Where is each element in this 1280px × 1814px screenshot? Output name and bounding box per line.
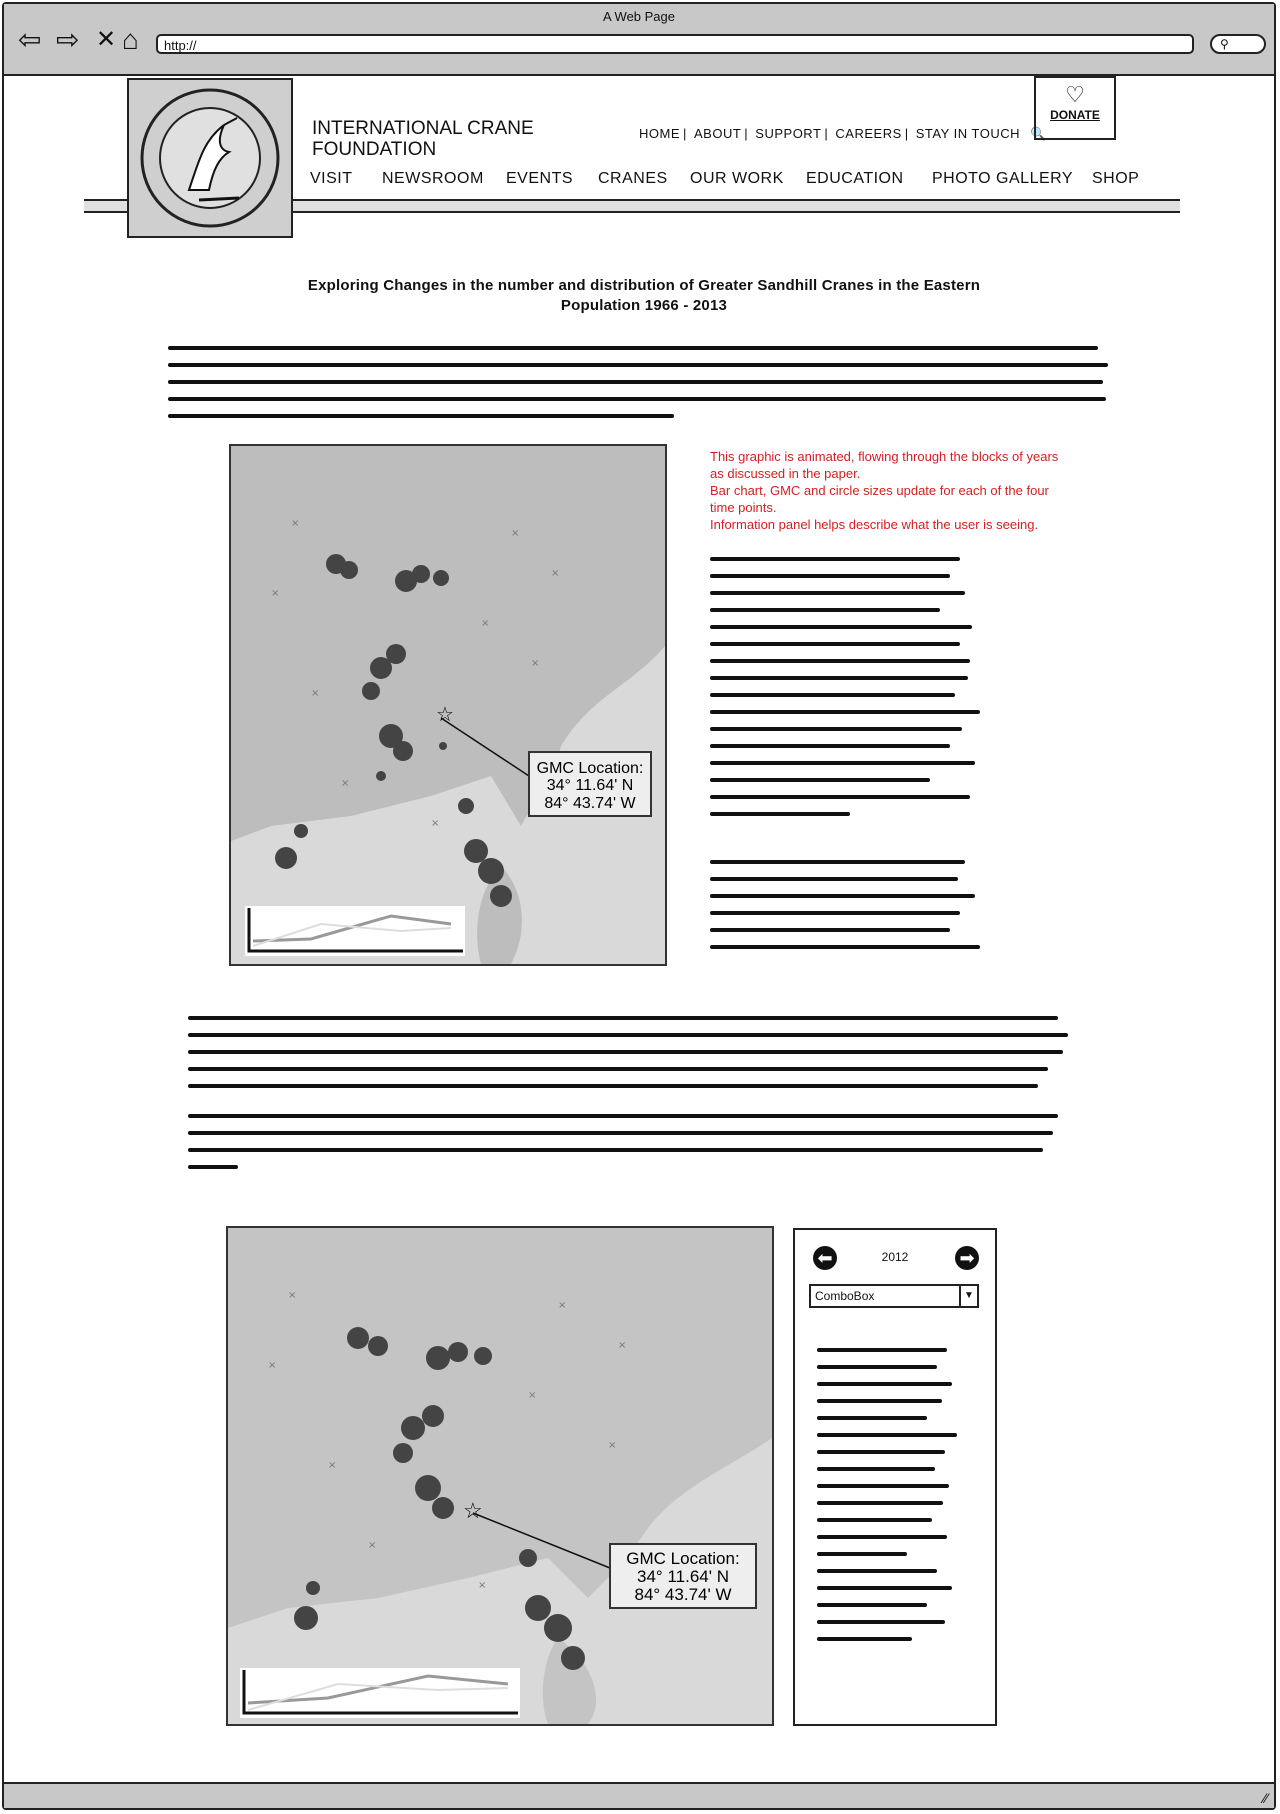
util-link-careers[interactable]: CAREERS [835, 126, 902, 141]
search-icon: ⚲ [1220, 37, 1229, 51]
svg-text:×: × [328, 1460, 336, 1471]
svg-text:×: × [481, 618, 489, 629]
home-icon[interactable]: ⌂ [122, 24, 139, 55]
page-title: Exploring Changes in the number and dist… [307, 277, 981, 314]
nav-shop[interactable]: SHOP [1092, 170, 1140, 187]
panel-text-placeholder [817, 1348, 977, 1654]
nav-cranes[interactable]: CRANES [598, 170, 668, 187]
util-link-about[interactable]: ABOUT [694, 126, 742, 141]
resize-handle-icon[interactable]: ⁄⁄ [1263, 1790, 1268, 1806]
svg-text:×: × [268, 1360, 276, 1371]
nav-visit[interactable]: VISIT [310, 170, 353, 187]
gmc-label-line2-b: 34° 11.64' N [637, 1567, 729, 1586]
site-logo[interactable] [127, 78, 293, 238]
next-year-button[interactable]: ➡ [955, 1246, 979, 1270]
svg-text:×: × [478, 1580, 486, 1591]
side-paragraph-placeholder-1 [710, 557, 980, 829]
util-link-home[interactable]: HOME [639, 126, 680, 141]
information-panel: ⬅ 2012 ➡ ComboBox ▼ [793, 1228, 997, 1726]
url-input[interactable]: http:// [156, 34, 1194, 54]
previous-year-button[interactable]: ⬅ [813, 1246, 837, 1270]
svg-text:×: × [618, 1340, 626, 1351]
window-title: A Web Page [602, 9, 676, 24]
gmc-label-line3-b: 84° 43.74' W [635, 1585, 732, 1604]
side-paragraph-placeholder-2 [710, 860, 980, 962]
gmc-label-line1-b: GMC Location: [626, 1549, 739, 1568]
util-link-stay-in-touch[interactable]: STAY IN TOUCH [915, 126, 1021, 141]
svg-text:×: × [291, 518, 299, 529]
svg-text:×: × [311, 688, 319, 699]
intro-paragraph-placeholder [168, 346, 1108, 431]
gmc-label-line3: 84° 43.74' W [544, 795, 636, 812]
animated-map-graphic[interactable]: × × × × × × × × × ☆ GMC Location: 34° 11.64' N 8… [229, 444, 667, 966]
svg-text:×: × [551, 568, 559, 579]
annotation-note: This graphic is animated, flowing throug… [710, 449, 1059, 532]
combobox[interactable]: ComboBox ▼ [809, 1284, 979, 1308]
utility-nav: HOME | ABOUT | SUPPORT | CAREERS | STAY IN T… [639, 126, 1047, 141]
body-paragraph-placeholder-1 [188, 1016, 1068, 1101]
chevron-down-icon[interactable]: ▼ [959, 1286, 977, 1306]
gmc-star-icon-2: ☆ [463, 1498, 483, 1523]
interactive-map-graphic[interactable]: × × × × × × × × × ☆ GMC Location: 34° 11.64' N 8… [226, 1226, 774, 1726]
forward-icon[interactable]: ⇨ [56, 24, 80, 55]
svg-text:×: × [271, 588, 279, 599]
svg-text:×: × [558, 1300, 566, 1311]
crane-logo-icon [140, 88, 280, 228]
status-bar: ⁄⁄ [4, 1782, 1274, 1808]
nav-newsroom[interactable]: NEWSROOM [382, 170, 484, 187]
nav-photo-gallery[interactable]: PHOTO GALLERY [932, 170, 1074, 187]
svg-text:×: × [288, 1290, 296, 1301]
browser-titlebar: A Web Page ⇦ ⇨ ✕ ⌂ http:// ⚲ [4, 4, 1274, 76]
util-link-support[interactable]: SUPPORT [755, 126, 822, 141]
svg-text:×: × [511, 528, 519, 539]
svg-text:×: × [528, 1390, 536, 1401]
back-icon[interactable]: ⇦ [18, 24, 42, 55]
donate-button[interactable]: ♡ DONATE [1034, 76, 1116, 140]
header-divider [84, 199, 1180, 213]
stop-icon[interactable]: ✕ [96, 26, 117, 53]
svg-text:×: × [341, 778, 349, 789]
gmc-label-line2: 34° 11.64' N [547, 777, 634, 794]
gmc-label-line1: GMC Location: [537, 760, 644, 777]
gmc-star-icon: ☆ [436, 704, 454, 726]
year-label: 2012 [881, 1250, 909, 1264]
nav-our-work[interactable]: OUR WORK [690, 170, 784, 187]
svg-text:×: × [608, 1440, 616, 1451]
svg-text:×: × [531, 658, 539, 669]
svg-text:×: × [368, 1540, 376, 1551]
svg-text:×: × [431, 818, 439, 829]
org-name[interactable]: INTERNATIONAL CRANE FOUNDATION [312, 118, 534, 160]
nav-events[interactable]: EVENTS [506, 170, 574, 187]
nav-education[interactable]: EDUCATION [806, 170, 904, 187]
heart-icon: ♡ [1065, 82, 1085, 107]
body-paragraph-placeholder-2 [188, 1114, 1068, 1182]
browser-search-field[interactable]: ⚲ [1210, 34, 1266, 54]
